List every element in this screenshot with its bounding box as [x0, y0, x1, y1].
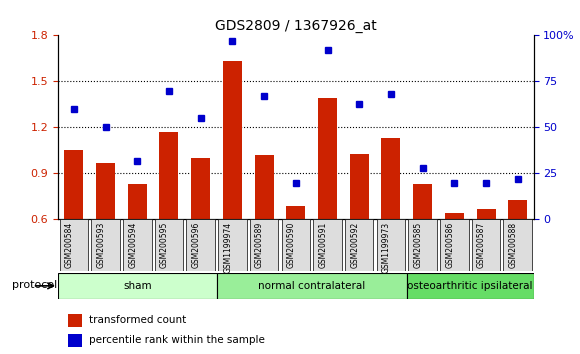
Text: GSM200585: GSM200585	[414, 222, 423, 268]
FancyBboxPatch shape	[218, 219, 246, 271]
Bar	[191, 158, 210, 219]
Bar	[67, 334, 82, 347]
Bar	[96, 163, 115, 219]
Text: percentile rank within the sample: percentile rank within the sample	[89, 335, 265, 345]
FancyBboxPatch shape	[313, 219, 342, 271]
Text: GSM200592: GSM200592	[350, 222, 359, 268]
FancyBboxPatch shape	[91, 219, 120, 271]
Title: GDS2809 / 1367926_at: GDS2809 / 1367926_at	[215, 19, 376, 33]
FancyBboxPatch shape	[60, 219, 88, 271]
Bar	[287, 206, 305, 219]
FancyBboxPatch shape	[58, 273, 216, 299]
Bar	[477, 209, 495, 219]
Bar	[160, 132, 179, 219]
FancyBboxPatch shape	[281, 219, 310, 271]
Bar	[318, 98, 337, 219]
Text: GSM200588: GSM200588	[509, 222, 518, 268]
FancyBboxPatch shape	[472, 219, 501, 271]
Text: GSM1199973: GSM1199973	[382, 222, 391, 273]
Text: GSM200584: GSM200584	[65, 222, 74, 268]
FancyBboxPatch shape	[408, 219, 437, 271]
Bar	[382, 138, 400, 219]
Bar	[67, 314, 82, 327]
Bar	[413, 184, 432, 219]
Text: GSM1199974: GSM1199974	[223, 222, 233, 273]
FancyBboxPatch shape	[503, 219, 532, 271]
Bar	[445, 213, 464, 219]
FancyBboxPatch shape	[123, 219, 151, 271]
Bar	[64, 150, 84, 219]
Bar	[128, 184, 147, 219]
Text: GSM200594: GSM200594	[128, 222, 137, 268]
Text: normal contralateral: normal contralateral	[258, 281, 365, 291]
Text: GSM200591: GSM200591	[318, 222, 328, 268]
Bar	[223, 62, 242, 219]
Text: protocol: protocol	[12, 280, 57, 290]
Text: GSM200595: GSM200595	[160, 222, 169, 268]
FancyBboxPatch shape	[376, 219, 405, 271]
Bar	[508, 200, 527, 219]
Text: GSM200596: GSM200596	[191, 222, 201, 268]
FancyBboxPatch shape	[345, 219, 374, 271]
FancyBboxPatch shape	[407, 273, 534, 299]
Text: sham: sham	[123, 281, 151, 291]
Text: GSM200587: GSM200587	[477, 222, 486, 268]
FancyBboxPatch shape	[216, 273, 407, 299]
Text: GSM200593: GSM200593	[96, 222, 106, 268]
FancyBboxPatch shape	[440, 219, 469, 271]
Text: transformed count: transformed count	[89, 315, 186, 325]
Text: GSM200589: GSM200589	[255, 222, 264, 268]
FancyBboxPatch shape	[155, 219, 183, 271]
FancyBboxPatch shape	[186, 219, 215, 271]
Text: osteoarthritic ipsilateral: osteoarthritic ipsilateral	[407, 281, 533, 291]
Bar	[255, 155, 274, 219]
Text: GSM200586: GSM200586	[445, 222, 454, 268]
Text: GSM200590: GSM200590	[287, 222, 296, 268]
FancyBboxPatch shape	[250, 219, 278, 271]
Bar	[350, 154, 369, 219]
